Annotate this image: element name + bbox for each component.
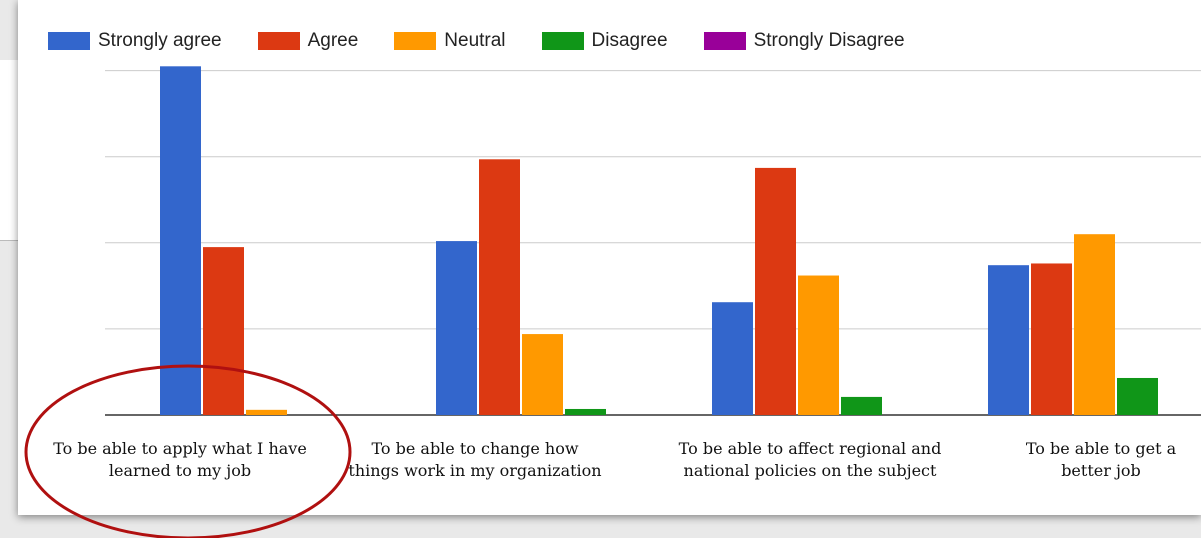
legend-swatch bbox=[257, 32, 300, 50]
x-tick-label: To be able to get a better job bbox=[1025, 439, 1177, 480]
legend-item: Neutral bbox=[394, 30, 506, 52]
legend-item: Strongly Disagree bbox=[703, 30, 905, 52]
bar bbox=[203, 247, 244, 415]
bar bbox=[988, 265, 1029, 415]
x-tick-label: To be able to change how things work in … bbox=[348, 439, 602, 480]
legend-label: Strongly agree bbox=[98, 30, 222, 51]
bar bbox=[798, 275, 839, 415]
bar bbox=[436, 241, 477, 415]
bar bbox=[522, 334, 563, 415]
background-window bbox=[0, 60, 18, 241]
legend-label: Neutral bbox=[444, 30, 506, 51]
x-tick-label: To be able to apply what I have learned … bbox=[53, 439, 307, 480]
bar bbox=[479, 159, 520, 415]
legend-label: Strongly Disagree bbox=[753, 30, 905, 51]
legend-label: Agree bbox=[307, 30, 359, 51]
bar bbox=[1074, 234, 1115, 415]
legend-item: Strongly agree bbox=[48, 30, 222, 52]
legend-swatch bbox=[394, 32, 437, 50]
x-tick-label: To be able to affect regional and nation… bbox=[678, 439, 942, 480]
legend-swatch bbox=[703, 32, 746, 50]
bar bbox=[1117, 377, 1158, 415]
bar bbox=[1031, 263, 1072, 415]
bar bbox=[246, 409, 287, 415]
bar bbox=[841, 396, 882, 415]
legend-item: Agree bbox=[257, 30, 359, 52]
legend-label: Disagree bbox=[591, 30, 668, 51]
legend: Strongly agree Agree Neutral Disagree Strong… bbox=[48, 30, 905, 52]
bar bbox=[565, 408, 606, 415]
bar bbox=[160, 66, 201, 416]
legend-swatch bbox=[48, 32, 90, 50]
legend-item: Disagree bbox=[541, 30, 668, 52]
bar bbox=[755, 167, 796, 415]
bar bbox=[712, 302, 753, 415]
legend-swatch bbox=[541, 32, 584, 50]
